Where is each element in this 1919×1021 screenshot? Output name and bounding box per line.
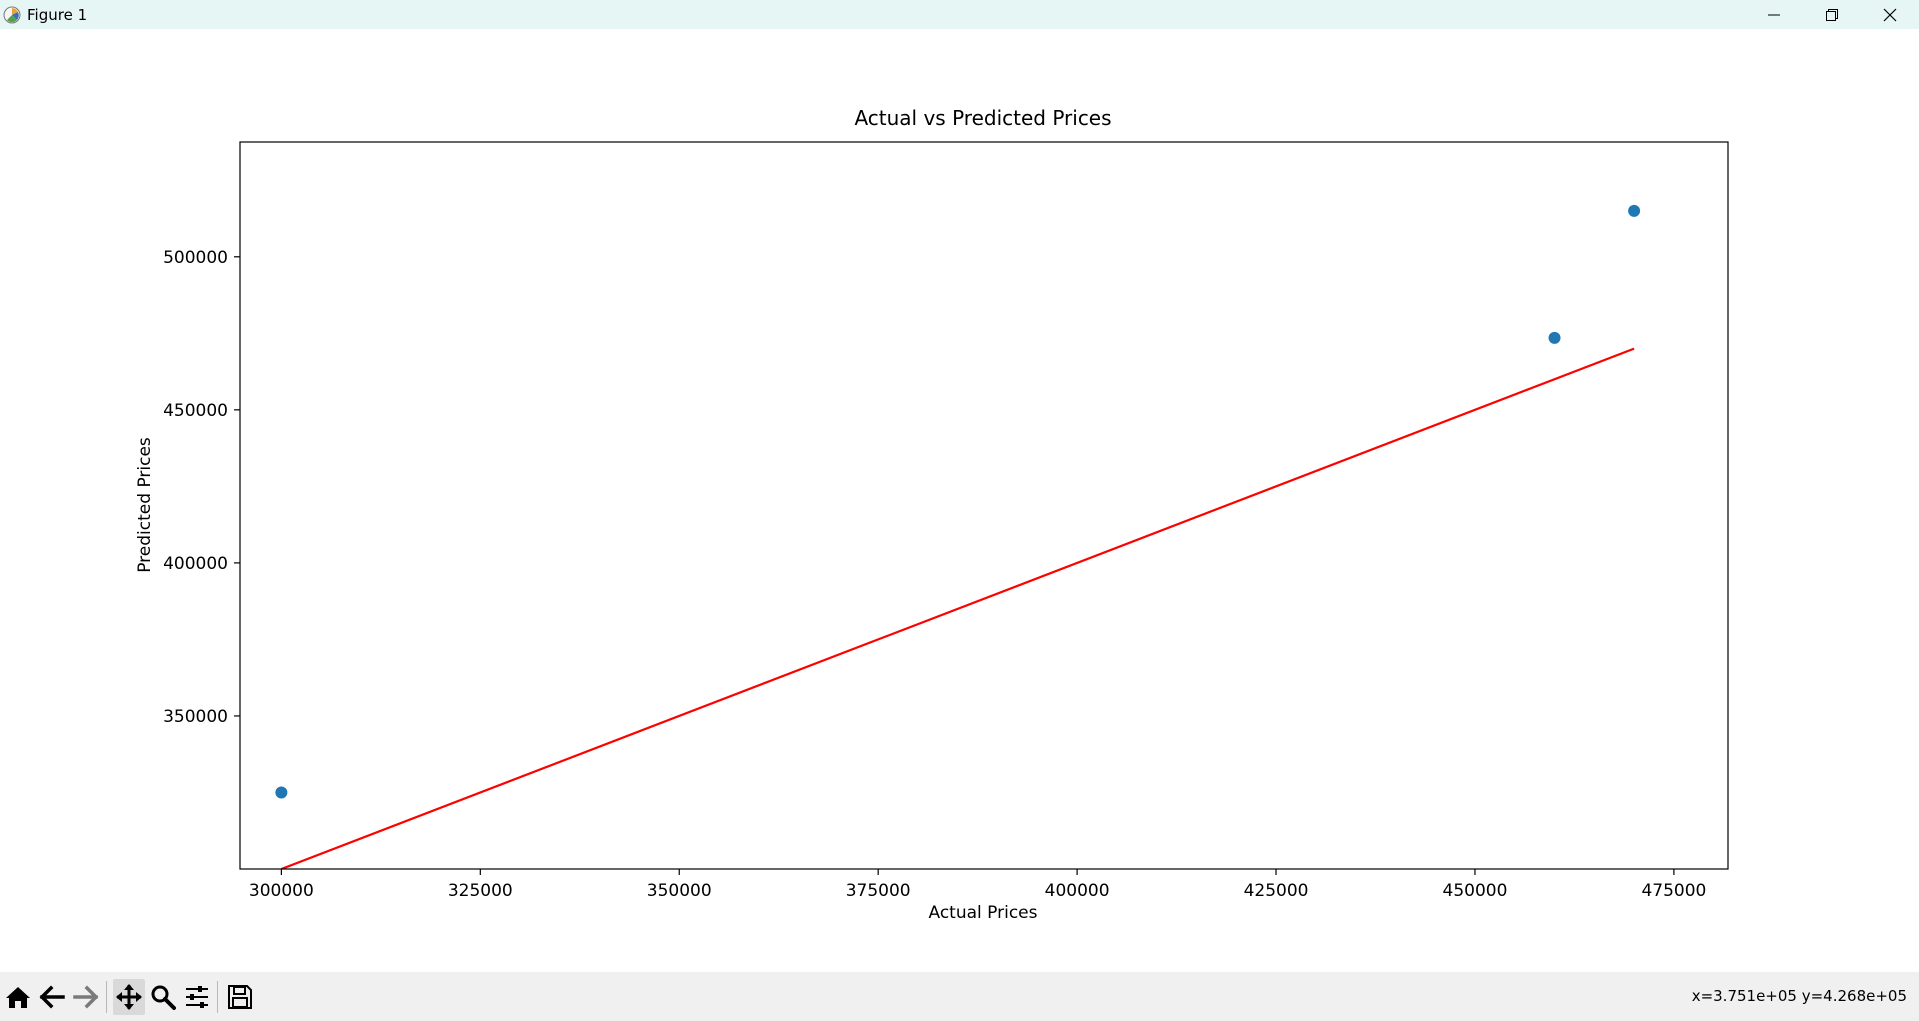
pan-button[interactable] xyxy=(113,978,145,1015)
minimize-button[interactable] xyxy=(1745,0,1803,29)
back-button[interactable] xyxy=(36,979,68,1015)
x-tick-label: 375000 xyxy=(846,881,911,901)
y-tick-label: 500000 xyxy=(163,248,228,268)
y-tick-label: 450000 xyxy=(163,401,228,421)
scatter-point xyxy=(1548,331,1561,344)
close-button[interactable] xyxy=(1861,0,1919,29)
zoom-icon xyxy=(151,985,176,1010)
y-tick-label: 400000 xyxy=(163,554,228,574)
x-tick-label: 400000 xyxy=(1045,881,1110,901)
scatter-point xyxy=(275,786,288,799)
y-axis-label: Predicted Prices xyxy=(135,437,155,573)
figure-canvas[interactable]: Actual vs Predicted Prices 300000 325000 3… xyxy=(0,29,1919,972)
y-tick-label: 350000 xyxy=(163,707,228,727)
configure-subplots-icon xyxy=(186,985,208,1008)
x-tick-label: 450000 xyxy=(1443,881,1508,901)
restore-icon xyxy=(1826,8,1838,21)
zoom-button[interactable] xyxy=(147,979,179,1015)
axes-frame xyxy=(239,141,1729,870)
forward-arrow-icon xyxy=(73,985,99,1008)
x-tick-label: 350000 xyxy=(647,881,712,901)
reference-line xyxy=(280,347,1635,869)
x-tick-label: 425000 xyxy=(1244,881,1309,901)
cursor-coordinates: x=3.751e+05 y=4.268e+05 xyxy=(1691,987,1907,1005)
window-controls xyxy=(1745,0,1919,29)
save-icon xyxy=(228,984,252,1009)
toolbar-separator xyxy=(106,980,107,1013)
navigation-toolbar: x=3.751e+05 y=4.268e+05 xyxy=(0,972,1919,1021)
x-tick-label: 475000 xyxy=(1641,881,1706,901)
pan-icon xyxy=(116,983,142,1010)
x-tick-label: 300000 xyxy=(249,881,314,901)
x-tick-label: 325000 xyxy=(448,881,513,901)
title-bar: Figure 1 xyxy=(0,0,1919,29)
home-icon xyxy=(6,986,30,1008)
scatter-chart: Actual vs Predicted Prices 300000 325000 3… xyxy=(135,106,1729,923)
toolbar-separator xyxy=(217,980,218,1013)
configure-subplots-button[interactable] xyxy=(181,979,213,1015)
chart-title: Actual vs Predicted Prices xyxy=(854,106,1111,130)
scatter-point xyxy=(1628,204,1641,217)
matplotlib-icon xyxy=(1,4,23,26)
x-axis-label: Actual Prices xyxy=(929,903,1038,923)
save-button[interactable] xyxy=(224,979,256,1015)
home-button[interactable] xyxy=(2,979,34,1015)
close-icon xyxy=(1883,8,1897,21)
minimize-icon xyxy=(1768,14,1780,15)
window-title: Figure 1 xyxy=(27,5,88,24)
restore-button[interactable] xyxy=(1803,0,1861,29)
forward-button[interactable] xyxy=(70,979,102,1015)
back-arrow-icon xyxy=(39,985,65,1008)
